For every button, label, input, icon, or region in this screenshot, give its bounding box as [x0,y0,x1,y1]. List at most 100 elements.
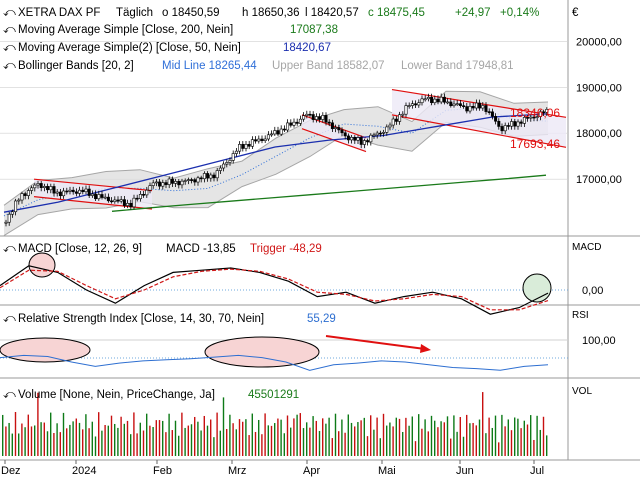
volume-bar [219,430,221,456]
volume-bar [78,422,81,456]
volume-bar [56,423,58,456]
volume-bar [510,430,513,456]
candle-body [30,187,34,191]
candle-body [532,116,536,119]
price-y-axis: 17000,00 18000,00 19000,00 20000,00 [576,36,622,186]
candle-body [129,202,133,208]
candle-body [452,103,456,107]
volume-bar [350,422,353,456]
candle-body [10,211,14,215]
volume-bar [101,430,103,456]
volume-bar [8,422,10,456]
volume-bar [309,427,311,456]
candle-body [433,98,437,104]
volume-bar [421,428,423,456]
candle-body [302,115,306,120]
rsi-panel: ⤺ Relative Strength Index [Close, 14, 30… [0,310,616,371]
candle-body [87,188,91,196]
price-panel [0,0,640,461]
volume-bar [248,435,250,456]
candle-body [68,189,72,192]
candle-body [401,113,405,116]
candle-body [484,105,488,112]
macd-value: MACD -13,85 [166,243,236,255]
candle-body [90,193,94,196]
ma200-value: 17087,38 [290,24,338,36]
volume-bar [27,414,29,456]
candle-body [350,136,354,141]
channel-upper-line [33,178,153,192]
candle-body [391,118,395,126]
ma200-legend-icon: ⤺ [3,22,16,36]
volume-bar [69,424,71,456]
trigger-line [0,268,549,311]
volume-bar [222,397,225,456]
channel-lower-label: 17693,46 [510,137,560,151]
volume-bar [376,417,378,456]
volume-bar [302,428,305,456]
volume-bar [517,418,519,456]
candle-body [113,199,117,202]
candle-body [430,96,434,104]
candle-body [449,101,453,107]
volume-bar [53,433,55,456]
candle-body [497,120,501,127]
candle-body [17,199,21,202]
x-axis-label: Apr [303,465,320,477]
candle-body [145,189,149,196]
volume-bar [14,412,17,456]
candle-body [225,162,229,165]
candle-body [414,103,418,106]
volume-bar [290,427,292,456]
volume-bar [178,435,180,456]
x-axis-label: Mrz [228,465,246,477]
volume-bar [491,427,493,456]
volume-bar [162,420,164,456]
bollinger-label: Bollinger Bands [20, 2] [18,60,134,72]
currency-label: € [572,7,579,19]
volume-bar [427,431,429,456]
x-axis-label: Feb [153,465,172,477]
candle-body [154,181,158,184]
ma200-line [111,174,547,212]
candle-body [196,177,200,183]
volume-bar [501,414,503,456]
volume-bar [402,431,404,456]
candle-body [7,213,11,223]
volume-bar [117,427,119,456]
volume-bar [104,425,106,456]
settings-icon[interactable]: ⤺ [3,5,16,19]
candles [4,93,549,227]
volume-bar [296,414,298,456]
channel-area [392,89,566,148]
volume-bar [190,424,193,456]
volume-bar [232,423,234,456]
candle-body [23,193,27,196]
volume-bar [197,421,199,456]
channel-upper-label: 18346,06 [510,106,560,120]
volume-bars [2,392,548,456]
volume-bar [389,422,391,456]
candle-body [20,193,24,201]
candle-body [388,124,392,128]
macd-line [0,265,549,315]
candle-body [356,137,360,141]
volume-bar [18,433,20,456]
volume-bar [229,414,231,456]
candle-body [55,191,59,194]
volume-bar [136,433,138,456]
candle-body [158,181,162,187]
candle-body [503,125,507,132]
x-axis-label: 2024 [72,465,96,477]
volume-bar [2,414,4,456]
candle-body [330,122,334,129]
volume-bar [363,417,365,456]
candle-body [84,188,88,193]
price-tick-label: 17000,00 [576,174,622,186]
candle-body [36,183,40,186]
volume-bar [373,429,375,456]
candle-body [311,114,315,120]
volume-bar [270,425,273,456]
candle-body [119,199,123,202]
volume-bar [91,421,93,456]
